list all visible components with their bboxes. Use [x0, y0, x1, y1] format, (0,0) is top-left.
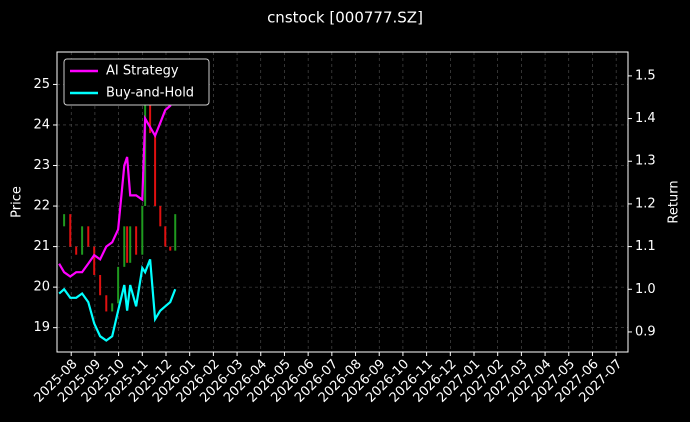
series-line	[58, 67, 177, 278]
y-tick-label: 20	[33, 280, 50, 295]
y2-tick-label: 1.0	[635, 282, 656, 297]
y2-tick-label: 1.5	[635, 68, 656, 83]
y2-tick-label: 1.2	[635, 196, 656, 211]
plot-frame	[56, 51, 629, 353]
series-line	[58, 259, 177, 342]
y2-tick-label: 0.9	[635, 324, 656, 339]
y-tick-label: 25	[33, 77, 50, 92]
y2-tick-label: 1.1	[635, 239, 656, 254]
chart-title: cnstock [000777.SZ]	[267, 9, 423, 27]
y2-tick-label: 1.4	[635, 111, 656, 126]
legend-label: AI Strategy	[106, 64, 179, 79]
y-axis-label: Price	[10, 186, 25, 218]
y2-tick-label: 1.3	[635, 154, 656, 169]
y-tick-label: 19	[33, 320, 50, 335]
y-tick-label: 21	[33, 239, 50, 254]
legend-box	[63, 58, 210, 106]
y-tick-label: 23	[33, 158, 50, 173]
y2-axis-label: Return	[667, 180, 682, 223]
legend-label: Buy-and-Hold	[106, 86, 194, 101]
y-tick-label: 22	[33, 199, 50, 214]
y-tick-label: 24	[33, 117, 50, 132]
legend: AI Strategy Buy-and-Hold	[63, 58, 210, 106]
